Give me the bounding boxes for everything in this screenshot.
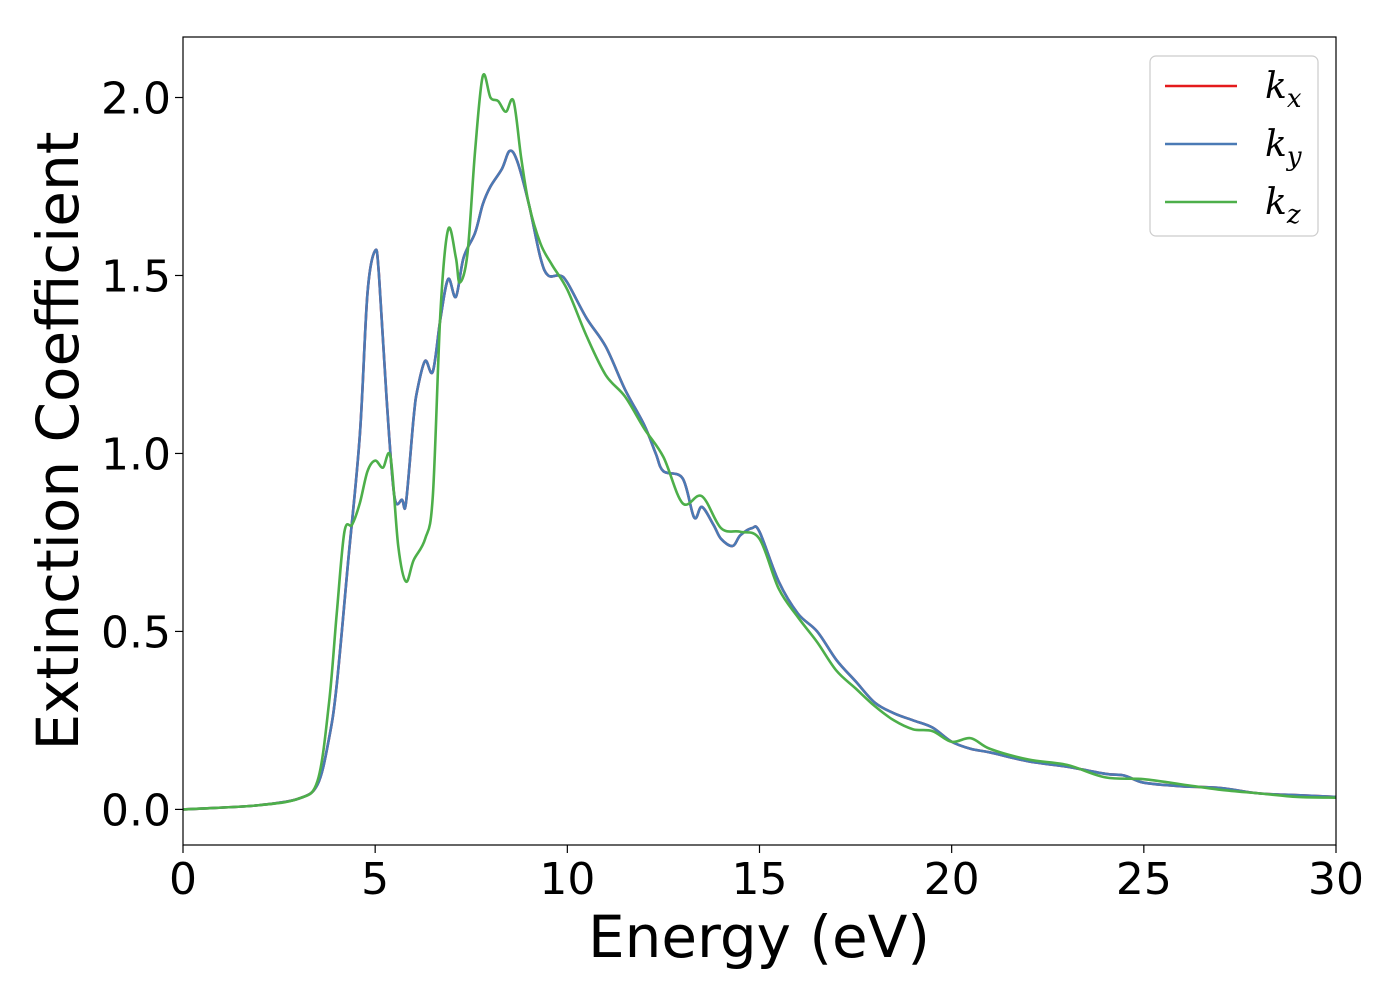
y-tick-label: 1.0 xyxy=(101,429,171,480)
x-tick-label: 25 xyxy=(1116,854,1172,905)
y-axis-label: Extinction Coefficient xyxy=(24,132,92,751)
legend-label-x: kx xyxy=(1265,66,1302,114)
x-tick-label: 10 xyxy=(539,854,595,905)
series-lines xyxy=(182,73,1337,811)
legend: kx ky kz xyxy=(1149,55,1319,237)
x-tick-label: 20 xyxy=(924,854,980,905)
y-tick-label: 0.0 xyxy=(101,785,171,836)
x-tick-label: 15 xyxy=(732,854,788,905)
y-tick-label: 1.5 xyxy=(101,251,171,302)
series-line-z xyxy=(182,73,1337,811)
x-tick-label: 0 xyxy=(169,854,197,905)
y-tick-label: 0.5 xyxy=(101,607,171,658)
axis-ticks: 0 5 10 15 20 25 30 0.0 0.5 1.0 1.5 2.0 xyxy=(101,74,1364,905)
legend-label-z: kz xyxy=(1265,182,1301,230)
y-tick-label: 2.0 xyxy=(101,74,171,125)
x-tick-label: 5 xyxy=(361,854,389,905)
legend-label-y: ky xyxy=(1265,124,1302,172)
series-line-y xyxy=(182,149,1337,811)
legend-box xyxy=(1149,55,1319,237)
x-tick-label: 30 xyxy=(1308,854,1364,905)
x-axis-label: Energy (eV) xyxy=(588,903,930,971)
